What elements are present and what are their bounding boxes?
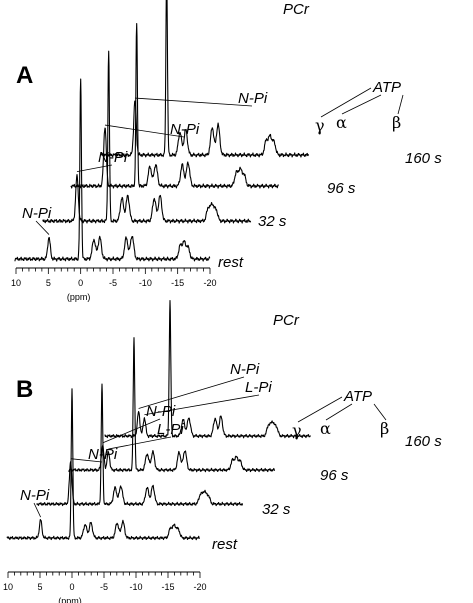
atp-label: ATP <box>343 388 372 405</box>
pcr-label: PCr <box>273 312 300 329</box>
time-label: 96 s <box>320 467 349 484</box>
annotation-leader-line <box>134 97 253 107</box>
pcr-label: PCr <box>283 1 310 18</box>
time-label: 160 s <box>405 150 442 167</box>
n-pi-label: N-Pi <box>170 121 200 138</box>
x-tick-label: -5 <box>100 582 108 592</box>
panel-label: B <box>16 376 33 403</box>
n-pi-label: N-Pi <box>22 205 52 222</box>
n-pi-label: N-Pi <box>238 90 268 107</box>
alpha-atp-label: α <box>320 419 331 438</box>
x-tick-label: -20 <box>193 582 206 592</box>
annotation-leader-line <box>138 376 245 409</box>
time-label: 160 s <box>405 433 442 450</box>
x-tick-label: 5 <box>37 582 42 592</box>
l-pi-label: L-Pi <box>157 421 184 438</box>
x-tick-label: 10 <box>11 278 21 288</box>
l-pi-label: L-Pi <box>245 379 272 396</box>
atp-label: ATP <box>372 79 401 96</box>
spectrum-trace-96s <box>70 23 280 189</box>
spectrum-trace-rest <box>6 388 200 541</box>
spectrum-trace-32s <box>42 50 252 224</box>
x-tick-label: 0 <box>78 278 83 288</box>
time-label: 96 s <box>327 180 356 197</box>
gamma-atp-label: γ <box>315 116 325 135</box>
panel-b: B 10 5 0 -5 -10 -15 -20 (ppm) rest 32 s 96 s 160 s N-… <box>3 300 442 603</box>
time-label: 32 s <box>262 501 291 518</box>
x-tick-label: -5 <box>109 278 117 288</box>
x-tick-label: -10 <box>139 278 152 288</box>
x-tick-label: -20 <box>203 278 216 288</box>
time-label: 32 s <box>258 213 287 230</box>
atp-leader-alpha <box>341 94 382 115</box>
x-axis-label: (ppm) <box>67 292 91 302</box>
beta-atp-label: β <box>392 113 401 132</box>
time-label: rest <box>218 254 244 271</box>
x-tick-label: 0 <box>69 582 74 592</box>
atp-leader-gamma <box>297 396 343 423</box>
x-tick-label: 5 <box>46 278 51 288</box>
panel-label: A <box>16 62 33 89</box>
annotation-leader-line <box>76 164 113 172</box>
gamma-atp-label: γ <box>292 421 302 440</box>
spectrum-trace-160s <box>100 0 310 158</box>
panel-a: A 10 5 0 -5 -10 -15 -20 (ppm) rest 32 s 96 s 160 s N-… <box>11 0 442 302</box>
spectrum-trace-32s <box>36 383 244 507</box>
atp-leader-beta <box>397 94 404 115</box>
annotation-leader-line <box>102 418 161 444</box>
x-tick-label: -15 <box>161 582 174 592</box>
annotation-leader-line <box>144 394 260 416</box>
atp-leader-alpha <box>325 403 353 421</box>
spectrum-trace-rest <box>14 78 211 262</box>
beta-atp-label: β <box>380 419 389 438</box>
x-tick-label: -15 <box>171 278 184 288</box>
n-pi-label: N-Pi <box>20 487 50 504</box>
atp-leader-gamma <box>320 87 372 118</box>
spectrum-trace-96s <box>68 337 276 473</box>
n-pi-label: N-Pi <box>230 361 260 378</box>
x-axis-label: (ppm) <box>58 596 82 603</box>
annotation-leader-line <box>70 458 103 463</box>
n-pi-label: N-Pi <box>88 446 118 463</box>
spectrum-trace-160s <box>104 300 311 439</box>
annotation-leader-line <box>35 220 50 235</box>
x-tick-label: 10 <box>3 582 13 592</box>
n-pi-label: N-Pi <box>98 149 128 166</box>
annotation-leader-line <box>108 436 172 450</box>
alpha-atp-label: α <box>336 113 347 132</box>
annotation-leader-line <box>33 502 42 518</box>
atp-leader-beta <box>373 403 387 421</box>
time-label: rest <box>212 536 238 553</box>
annotation-leader-line <box>104 124 185 138</box>
x-tick-label: -10 <box>129 582 142 592</box>
